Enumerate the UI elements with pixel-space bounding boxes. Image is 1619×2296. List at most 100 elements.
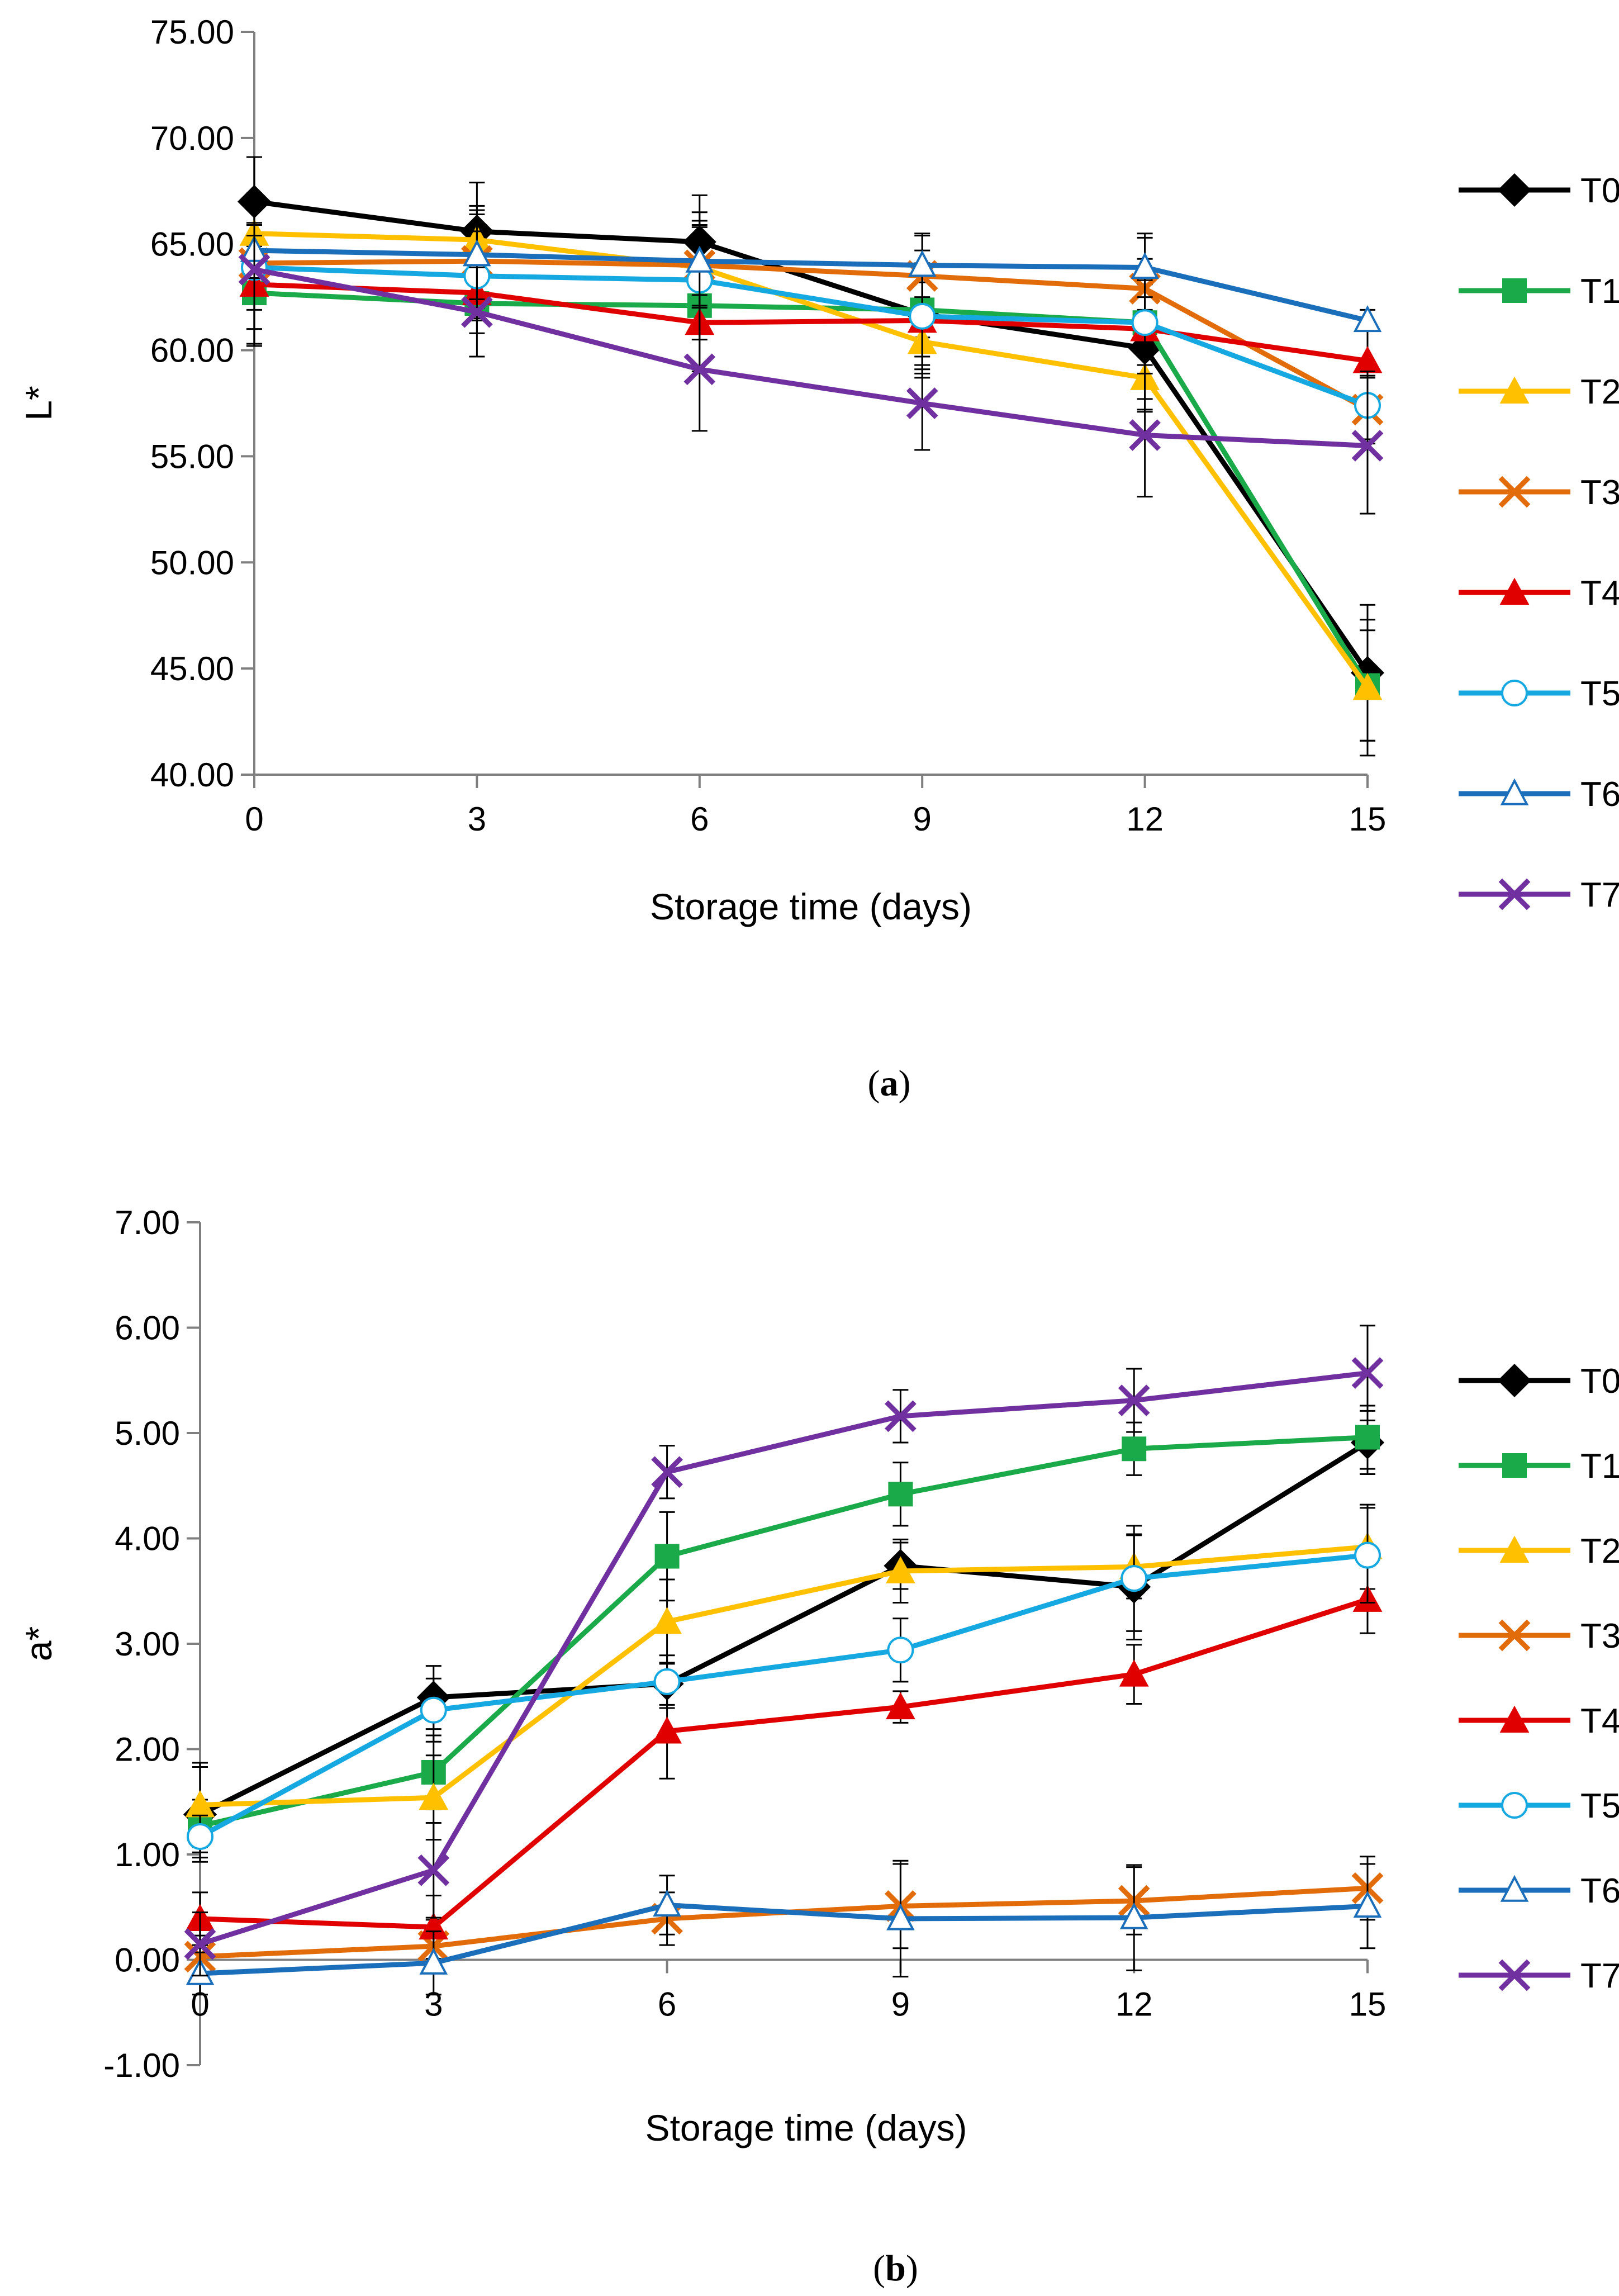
legend-label: T0 bbox=[1580, 172, 1619, 210]
legend-marker bbox=[1499, 577, 1530, 605]
data-point bbox=[909, 302, 936, 330]
y-tick-label: 0.00 bbox=[115, 1942, 180, 1979]
legend-marker bbox=[1498, 1619, 1531, 1652]
legend-marker bbox=[1497, 1363, 1532, 1398]
series-line bbox=[254, 231, 1370, 689]
data-point bbox=[184, 1928, 216, 1960]
legend-item-T1: T1 bbox=[1459, 272, 1619, 311]
y-tick-label: 1.00 bbox=[115, 1836, 180, 1873]
legend-label: T2 bbox=[1580, 1532, 1619, 1571]
y-tick-label: 50.00 bbox=[150, 544, 234, 581]
x-tick-label: 9 bbox=[891, 1986, 910, 2023]
series-line bbox=[198, 1440, 1369, 1817]
x-tick-label: 15 bbox=[1349, 1986, 1387, 2023]
series-T1 bbox=[242, 255, 1380, 742]
legend-marker bbox=[1499, 376, 1530, 404]
data-point bbox=[886, 1556, 915, 1583]
panel-label: (b) bbox=[873, 2248, 918, 2289]
y-tick-label: 65.00 bbox=[150, 226, 234, 263]
legend-label: T7 bbox=[1580, 876, 1619, 914]
data-point bbox=[1131, 252, 1159, 279]
data-point bbox=[1118, 1384, 1150, 1416]
marker-x-stroke bbox=[417, 1854, 450, 1886]
legend-item-T2: T2 bbox=[1459, 1532, 1619, 1571]
series-line bbox=[254, 258, 1369, 412]
marker-x-stroke bbox=[683, 353, 716, 386]
legend-item-T4: T4 bbox=[1459, 1702, 1619, 1740]
marker-x-stroke bbox=[1498, 1959, 1531, 1991]
data-point bbox=[683, 353, 716, 386]
data-point bbox=[238, 253, 270, 286]
data-point bbox=[463, 239, 491, 267]
data-point bbox=[461, 296, 493, 328]
legend-marker bbox=[1498, 878, 1531, 910]
y-tick-label: 75.00 bbox=[150, 13, 234, 51]
series-T7 bbox=[238, 192, 1384, 515]
marker-x-stroke bbox=[1351, 1357, 1384, 1389]
y-tick-label: 60.00 bbox=[150, 332, 234, 369]
series-line bbox=[200, 1885, 1368, 1960]
data-point bbox=[652, 1716, 682, 1744]
data-point bbox=[187, 1823, 213, 1850]
panel-label: (a) bbox=[868, 1063, 911, 1104]
x-tick-label: 6 bbox=[658, 1986, 676, 2023]
x-tick-label: 12 bbox=[1126, 800, 1164, 838]
data-point bbox=[1352, 672, 1383, 700]
legend-label: T6 bbox=[1580, 1872, 1619, 1910]
x-tick-label: 0 bbox=[245, 800, 263, 838]
data-point bbox=[1352, 346, 1383, 373]
series-line bbox=[199, 1435, 1368, 1829]
marker-x-stroke bbox=[184, 1928, 216, 1960]
legend-item-T4: T4 bbox=[1459, 574, 1619, 613]
data-point bbox=[906, 387, 938, 419]
series-line bbox=[254, 199, 1370, 675]
data-point bbox=[886, 1903, 915, 1930]
legend-item-T0: T0 bbox=[1459, 172, 1619, 210]
series-line bbox=[200, 1597, 1369, 1930]
legend-item-T0: T0 bbox=[1459, 1362, 1619, 1401]
legend-label: T1 bbox=[1580, 1447, 1619, 1486]
data-point bbox=[888, 1482, 913, 1507]
y-axis-title: L* bbox=[18, 386, 59, 420]
legend-item-T3: T3 bbox=[1459, 1617, 1619, 1655]
legend-marker bbox=[1502, 278, 1527, 303]
data-point bbox=[654, 1544, 680, 1569]
data-point bbox=[1353, 1890, 1382, 1918]
legend-item-T2: T2 bbox=[1459, 373, 1619, 411]
x-axis-title: Storage time (days) bbox=[645, 2107, 967, 2148]
data-point bbox=[419, 1947, 448, 1975]
legend-item-T1: T1 bbox=[1459, 1447, 1619, 1486]
series-T2 bbox=[185, 1503, 1383, 1848]
x-axis-title: Storage time (days) bbox=[650, 886, 972, 927]
y-tick-label: 40.00 bbox=[150, 756, 234, 794]
series-T0 bbox=[183, 1410, 1385, 1863]
data-point bbox=[887, 1636, 914, 1664]
legend-label: T4 bbox=[1580, 1702, 1619, 1740]
data-point bbox=[1129, 419, 1161, 451]
data-point bbox=[417, 1854, 450, 1886]
legend-item-T5: T5 bbox=[1459, 675, 1619, 713]
legend-label: T5 bbox=[1580, 1787, 1619, 1825]
series-line bbox=[200, 1902, 1368, 1976]
y-tick-label: 3.00 bbox=[115, 1625, 180, 1663]
legend-marker bbox=[1500, 1875, 1529, 1902]
legend-label: T0 bbox=[1580, 1362, 1619, 1401]
x-tick-label: 9 bbox=[913, 800, 932, 838]
legend-marker bbox=[1501, 1792, 1528, 1819]
data-point bbox=[1354, 1541, 1381, 1569]
y-tick-label: 55.00 bbox=[150, 438, 234, 475]
marker-x-stroke bbox=[906, 387, 938, 419]
data-point bbox=[1355, 1425, 1380, 1450]
y-tick-label: -1.00 bbox=[103, 2047, 180, 2084]
legend-marker bbox=[1500, 778, 1529, 805]
marker-x-stroke bbox=[1118, 1384, 1150, 1416]
series-T0 bbox=[237, 156, 1385, 742]
data-point bbox=[1122, 1436, 1147, 1462]
marker-x-stroke bbox=[651, 1456, 683, 1488]
data-point bbox=[885, 1400, 917, 1432]
y-tick-label: 6.00 bbox=[115, 1310, 180, 1347]
y-tick-label: 7.00 bbox=[115, 1204, 180, 1241]
data-point bbox=[908, 250, 937, 277]
data-point bbox=[886, 1692, 915, 1720]
